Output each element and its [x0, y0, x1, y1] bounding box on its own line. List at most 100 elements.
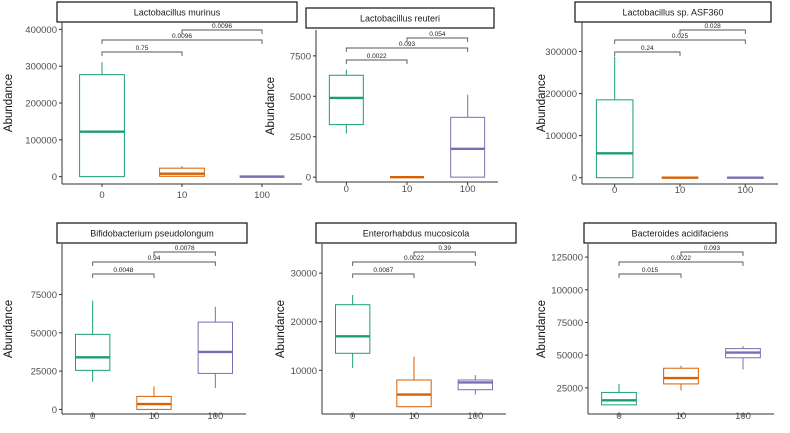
panel-title: Bifidobacterium pseudolongum [90, 229, 214, 239]
y-axis-label: Abundance [265, 77, 277, 135]
panel-title: Enterorhabdus mucosicola [363, 229, 470, 239]
significance-bracket: 0.025 [614, 33, 746, 44]
box-group-10 [159, 165, 205, 177]
bracket-line [345, 47, 469, 52]
significance-bracket: 0.093 [680, 245, 744, 256]
bracket-line [413, 251, 476, 256]
x-tick-label: 0 [350, 411, 355, 422]
chart-panel: Lactobacillus reuteri 0 2500 5000 7500 Abunda… [265, 7, 498, 195]
bracket-line [618, 273, 682, 278]
bracket-pvalue-label: 0.093 [704, 245, 721, 252]
y-tick-label: 2500 [290, 132, 311, 143]
bracket-pvalue-label: 0.028 [705, 23, 722, 30]
bracket-line [680, 251, 744, 256]
x-tick-label: 10 [149, 411, 160, 422]
bracket-pvalue-label: 0.94 [148, 255, 161, 262]
significance-bracket: 0.0048 [92, 267, 155, 278]
panel-title-box [56, 222, 248, 244]
significance-bracket: 0.0096 [181, 23, 263, 34]
bracket-line [406, 37, 469, 42]
box-group-100 [197, 306, 234, 388]
bracket-pvalue-label: 0.025 [672, 33, 689, 40]
bracket-line [618, 261, 744, 266]
x-tick-label: 0 [90, 411, 95, 422]
bracket-line [679, 29, 746, 34]
y-tick-label: 10000 [291, 366, 317, 377]
y-tick-label: 125000 [551, 253, 583, 264]
significance-bracket: 0.015 [618, 267, 682, 278]
box-iqr [457, 379, 494, 391]
panel-title-box [574, 1, 772, 23]
box-group-100 [450, 94, 486, 178]
bracket-pvalue-label: 0.0087 [373, 267, 393, 274]
panel-title: Lactobacillus sp. ASF360 [622, 8, 723, 18]
box-group-0 [79, 62, 125, 178]
box-iqr [450, 116, 486, 178]
bracket-line [101, 51, 183, 56]
panel-title-box [315, 222, 517, 244]
panel-title: Lactobacillus murinus [134, 8, 221, 18]
box-iqr [159, 167, 205, 177]
y-tick-label: 75000 [31, 290, 57, 301]
y-tick-label: 100000 [545, 131, 577, 142]
x-tick-label: 0 [344, 184, 349, 195]
bracket-pvalue-label: 0.75 [136, 45, 149, 52]
box-group-0 [334, 295, 371, 368]
significance-bracket: 0.39 [413, 245, 476, 256]
box-iqr [334, 304, 371, 354]
significance-bracket: 0.24 [614, 45, 681, 56]
y-axis-label: Abundance [536, 74, 548, 132]
bracket-pvalue-label: 0.0096 [212, 23, 232, 30]
x-tick-label: 0 [616, 411, 621, 422]
x-tick-label: 100 [467, 411, 483, 422]
y-tick-label: 0 [52, 172, 57, 183]
y-tick-label: 0 [306, 173, 311, 184]
box-iqr [396, 379, 432, 408]
significance-bracket: 0.0022 [352, 255, 476, 266]
y-tick-label: 300000 [25, 62, 57, 73]
significance-bracket: 0.94 [92, 255, 216, 266]
bracket-line [181, 29, 263, 34]
x-tick-label: 0 [612, 185, 617, 196]
bracket-pvalue-label: 0.0096 [172, 33, 192, 40]
y-tick-label: 25000 [31, 367, 57, 378]
significance-bracket: 0.093 [345, 41, 469, 52]
chart-panel: Lactobacillus murinus 0 100000 200000 300000… [3, 1, 302, 201]
y-tick-label: 300000 [545, 47, 577, 58]
box-iqr [328, 74, 364, 126]
bracket-line [352, 273, 415, 278]
box-group-0 [74, 300, 111, 382]
y-tick-label: 25000 [557, 383, 583, 394]
bracket-line [101, 39, 263, 44]
x-tick-label: 100 [207, 411, 223, 422]
bracket-pvalue-label: 0.0022 [367, 53, 387, 60]
bracket-pvalue-label: 0.054 [429, 31, 446, 38]
chart-panel: Bacteroides acidifaciens 25000 50000 75000 1… [536, 222, 777, 422]
box-group-100 [725, 346, 761, 370]
y-axis-label: Abundance [275, 300, 287, 358]
box-group-10 [136, 386, 172, 410]
y-tick-label: 5000 [290, 92, 311, 103]
bracket-line [614, 39, 746, 44]
chart-panel: Bifidobacterium pseudolongum 0 25000 50000 7… [3, 222, 248, 422]
box-iqr [74, 333, 111, 371]
bracket-pvalue-label: 0.0022 [671, 255, 691, 262]
box-group-0 [595, 56, 634, 179]
x-tick-label: 10 [676, 411, 687, 422]
y-tick-label: 100000 [551, 285, 583, 296]
y-tick-label: 50000 [31, 328, 57, 339]
bracket-pvalue-label: 0.39 [438, 245, 451, 252]
bracket-pvalue-label: 0.0048 [113, 267, 133, 274]
box-iqr [601, 391, 637, 406]
y-tick-label: 200000 [545, 89, 577, 100]
y-tick-label: 100000 [25, 135, 57, 146]
y-tick-label: 20000 [291, 317, 317, 328]
significance-bracket: 0.028 [679, 23, 746, 34]
box-iqr [79, 74, 125, 178]
box-group-10 [396, 356, 432, 408]
box-iqr [197, 321, 234, 374]
box-group-0 [328, 69, 364, 134]
bracket-line [352, 261, 476, 266]
significance-bracket: 0.0087 [352, 267, 415, 278]
